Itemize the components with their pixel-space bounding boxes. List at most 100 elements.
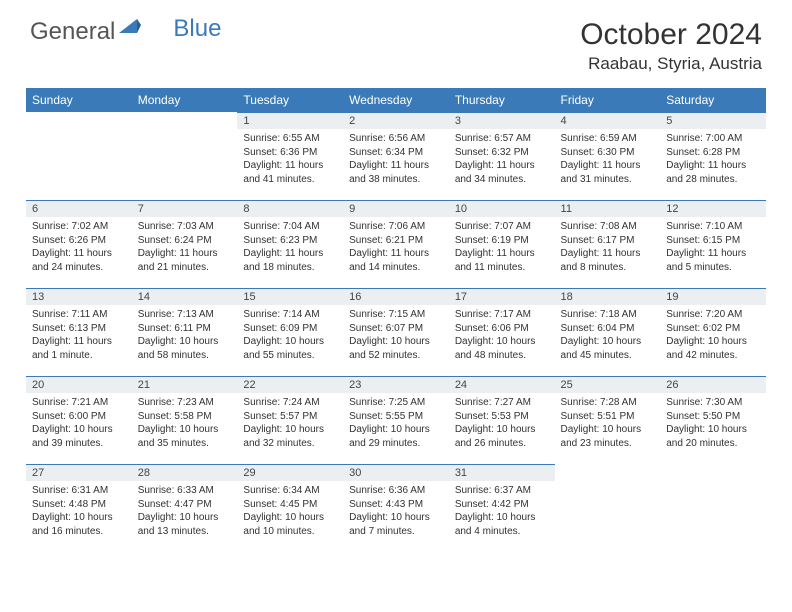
daylight-text: Daylight: 10 hours and 39 minutes. [32, 423, 126, 450]
day-details: Sunrise: 7:07 AMSunset: 6:19 PMDaylight:… [449, 217, 555, 278]
daylight-text: Daylight: 10 hours and 32 minutes. [243, 423, 337, 450]
day-details: Sunrise: 7:02 AMSunset: 6:26 PMDaylight:… [26, 217, 132, 278]
calendar-week-row: 6Sunrise: 7:02 AMSunset: 6:26 PMDaylight… [26, 200, 766, 288]
calendar-cell: 12Sunrise: 7:10 AMSunset: 6:15 PMDayligh… [660, 200, 766, 288]
calendar-body: ....1Sunrise: 6:55 AMSunset: 6:36 PMDayl… [26, 112, 766, 552]
month-title: October 2024 [580, 18, 762, 52]
calendar-cell: 8Sunrise: 7:04 AMSunset: 6:23 PMDaylight… [237, 200, 343, 288]
day-number: 2 [343, 112, 449, 129]
sunrise-text: Sunrise: 7:14 AM [243, 308, 337, 322]
sunset-text: Sunset: 4:43 PM [349, 498, 443, 512]
sunrise-text: Sunrise: 7:20 AM [666, 308, 760, 322]
sunset-text: Sunset: 6:04 PM [561, 322, 655, 336]
daylight-text: Daylight: 11 hours and 8 minutes. [561, 247, 655, 274]
calendar-cell: 4Sunrise: 6:59 AMSunset: 6:30 PMDaylight… [555, 112, 661, 200]
calendar-week-row: ....1Sunrise: 6:55 AMSunset: 6:36 PMDayl… [26, 112, 766, 200]
sunset-text: Sunset: 6:06 PM [455, 322, 549, 336]
day-number: 15 [237, 288, 343, 305]
day-details: Sunrise: 7:11 AMSunset: 6:13 PMDaylight:… [26, 305, 132, 366]
sunrise-text: Sunrise: 6:37 AM [455, 484, 549, 498]
day-number: 5 [660, 112, 766, 129]
sunset-text: Sunset: 6:02 PM [666, 322, 760, 336]
calendar-cell: 27Sunrise: 6:31 AMSunset: 4:48 PMDayligh… [26, 464, 132, 552]
weekday-header: Monday [132, 88, 238, 112]
sunrise-text: Sunrise: 7:15 AM [349, 308, 443, 322]
day-number: 25 [555, 376, 661, 393]
sunrise-text: Sunrise: 7:28 AM [561, 396, 655, 410]
day-details: Sunrise: 7:06 AMSunset: 6:21 PMDaylight:… [343, 217, 449, 278]
day-details: Sunrise: 7:28 AMSunset: 5:51 PMDaylight:… [555, 393, 661, 454]
daylight-text: Daylight: 11 hours and 18 minutes. [243, 247, 337, 274]
sunrise-text: Sunrise: 7:11 AM [32, 308, 126, 322]
daylight-text: Daylight: 11 hours and 14 minutes. [349, 247, 443, 274]
calendar-cell: 20Sunrise: 7:21 AMSunset: 6:00 PMDayligh… [26, 376, 132, 464]
sunrise-text: Sunrise: 7:25 AM [349, 396, 443, 410]
weekday-header: Wednesday [343, 88, 449, 112]
sunrise-text: Sunrise: 7:24 AM [243, 396, 337, 410]
day-details: Sunrise: 7:13 AMSunset: 6:11 PMDaylight:… [132, 305, 238, 366]
sunset-text: Sunset: 6:17 PM [561, 234, 655, 248]
sunrise-text: Sunrise: 7:13 AM [138, 308, 232, 322]
weekday-header-row: SundayMondayTuesdayWednesdayThursdayFrid… [26, 88, 766, 112]
day-number: 30 [343, 464, 449, 481]
daylight-text: Daylight: 11 hours and 38 minutes. [349, 159, 443, 186]
daylight-text: Daylight: 10 hours and 58 minutes. [138, 335, 232, 362]
sunrise-text: Sunrise: 7:30 AM [666, 396, 760, 410]
day-details: Sunrise: 7:14 AMSunset: 6:09 PMDaylight:… [237, 305, 343, 366]
sunset-text: Sunset: 6:36 PM [243, 146, 337, 160]
logo-text-1: General [30, 18, 115, 46]
calendar-cell: 30Sunrise: 6:36 AMSunset: 4:43 PMDayligh… [343, 464, 449, 552]
day-details: Sunrise: 7:30 AMSunset: 5:50 PMDaylight:… [660, 393, 766, 454]
sunrise-text: Sunrise: 6:59 AM [561, 132, 655, 146]
calendar-cell: 2Sunrise: 6:56 AMSunset: 6:34 PMDaylight… [343, 112, 449, 200]
day-number: 13 [26, 288, 132, 305]
sunset-text: Sunset: 6:19 PM [455, 234, 549, 248]
day-number: 21 [132, 376, 238, 393]
day-number: 22 [237, 376, 343, 393]
day-details: Sunrise: 6:31 AMSunset: 4:48 PMDaylight:… [26, 481, 132, 542]
sunset-text: Sunset: 6:30 PM [561, 146, 655, 160]
day-number: 6 [26, 200, 132, 217]
sunset-text: Sunset: 6:09 PM [243, 322, 337, 336]
day-number: 20 [26, 376, 132, 393]
weekday-header: Friday [555, 88, 661, 112]
sunset-text: Sunset: 6:11 PM [138, 322, 232, 336]
calendar-cell: 26Sunrise: 7:30 AMSunset: 5:50 PMDayligh… [660, 376, 766, 464]
day-details: Sunrise: 7:00 AMSunset: 6:28 PMDaylight:… [660, 129, 766, 190]
sunrise-text: Sunrise: 6:56 AM [349, 132, 443, 146]
daylight-text: Daylight: 11 hours and 21 minutes. [138, 247, 232, 274]
calendar-week-row: 27Sunrise: 6:31 AMSunset: 4:48 PMDayligh… [26, 464, 766, 552]
day-details: Sunrise: 7:17 AMSunset: 6:06 PMDaylight:… [449, 305, 555, 366]
calendar-cell: 19Sunrise: 7:20 AMSunset: 6:02 PMDayligh… [660, 288, 766, 376]
calendar-table: SundayMondayTuesdayWednesdayThursdayFrid… [26, 88, 766, 552]
day-number: 9 [343, 200, 449, 217]
day-details: Sunrise: 7:15 AMSunset: 6:07 PMDaylight:… [343, 305, 449, 366]
sunrise-text: Sunrise: 7:03 AM [138, 220, 232, 234]
daylight-text: Daylight: 10 hours and 48 minutes. [455, 335, 549, 362]
weekday-header: Thursday [449, 88, 555, 112]
day-number: 11 [555, 200, 661, 217]
sunset-text: Sunset: 6:23 PM [243, 234, 337, 248]
sunrise-text: Sunrise: 7:08 AM [561, 220, 655, 234]
calendar-cell: 7Sunrise: 7:03 AMSunset: 6:24 PMDaylight… [132, 200, 238, 288]
day-details: Sunrise: 7:23 AMSunset: 5:58 PMDaylight:… [132, 393, 238, 454]
calendar-cell: 6Sunrise: 7:02 AMSunset: 6:26 PMDaylight… [26, 200, 132, 288]
day-details: Sunrise: 6:34 AMSunset: 4:45 PMDaylight:… [237, 481, 343, 542]
calendar-cell: 25Sunrise: 7:28 AMSunset: 5:51 PMDayligh… [555, 376, 661, 464]
day-number: 7 [132, 200, 238, 217]
sunset-text: Sunset: 5:57 PM [243, 410, 337, 424]
day-details: Sunrise: 6:55 AMSunset: 6:36 PMDaylight:… [237, 129, 343, 190]
sunset-text: Sunset: 4:42 PM [455, 498, 549, 512]
sunrise-text: Sunrise: 6:31 AM [32, 484, 126, 498]
calendar-week-row: 13Sunrise: 7:11 AMSunset: 6:13 PMDayligh… [26, 288, 766, 376]
calendar-week-row: 20Sunrise: 7:21 AMSunset: 6:00 PMDayligh… [26, 376, 766, 464]
day-details: Sunrise: 6:57 AMSunset: 6:32 PMDaylight:… [449, 129, 555, 190]
daylight-text: Daylight: 11 hours and 11 minutes. [455, 247, 549, 274]
calendar-cell: 21Sunrise: 7:23 AMSunset: 5:58 PMDayligh… [132, 376, 238, 464]
day-number: 24 [449, 376, 555, 393]
day-number: 8 [237, 200, 343, 217]
day-details: Sunrise: 7:25 AMSunset: 5:55 PMDaylight:… [343, 393, 449, 454]
sunset-text: Sunset: 5:53 PM [455, 410, 549, 424]
daylight-text: Daylight: 10 hours and 20 minutes. [666, 423, 760, 450]
day-number: 12 [660, 200, 766, 217]
